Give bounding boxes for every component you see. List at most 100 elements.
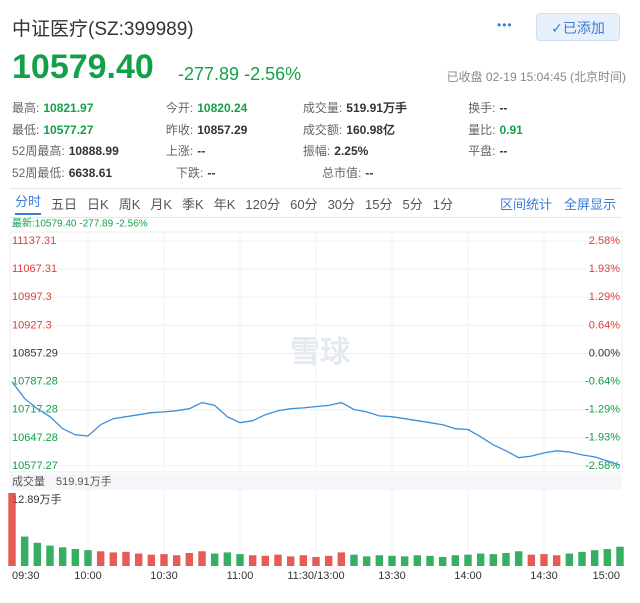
more-button[interactable]: ••• bbox=[497, 18, 513, 32]
stat-value: 10820.24 bbox=[197, 101, 248, 116]
volume-bar bbox=[33, 542, 42, 566]
volume-bar bbox=[84, 550, 92, 566]
volume-bar bbox=[438, 556, 447, 566]
volume-bar bbox=[476, 553, 485, 566]
stat: 换手: -- bbox=[468, 99, 622, 116]
volume-bar bbox=[464, 554, 472, 566]
volume-bar bbox=[590, 550, 599, 566]
stat-label: 今开: bbox=[165, 101, 194, 116]
stat-label: 成交量: bbox=[302, 101, 343, 116]
volume-bar bbox=[451, 555, 460, 566]
stats-row: 52周最低: 6638.61 下跌: -- 总市值: -- bbox=[12, 162, 622, 184]
stat-label: 下跌: bbox=[176, 165, 204, 180]
volume-bar bbox=[20, 536, 29, 566]
volume-bar bbox=[223, 552, 232, 566]
volume-bar bbox=[552, 555, 561, 566]
stat-value: 2.25% bbox=[334, 144, 369, 159]
tab[interactable]: 1分 bbox=[432, 196, 453, 212]
volume-bar bbox=[350, 554, 358, 566]
stat: 成交额: 160.98亿 bbox=[303, 121, 468, 138]
stat-label: 52周最低: bbox=[12, 165, 65, 180]
y-tick-label: 10857.29 bbox=[12, 347, 58, 359]
volume-bar bbox=[388, 555, 396, 566]
stat: 量比: 0.91 bbox=[468, 121, 622, 138]
stats-row: 最低: 10577.27 昨收: 10857.29 成交额: 160.98亿 量比: 0.91 bbox=[12, 119, 622, 141]
volume-bar bbox=[324, 555, 333, 566]
stat: 今开: 10820.24 bbox=[166, 99, 303, 116]
y2-tick-label: -0.64% bbox=[585, 375, 620, 387]
tab[interactable]: 周K bbox=[118, 196, 141, 212]
stat-label: 成交额: bbox=[302, 122, 343, 137]
stat-label: 最高: bbox=[12, 101, 40, 116]
volume-bar bbox=[514, 551, 523, 566]
volume-bar bbox=[502, 552, 510, 566]
stat: 下跌: -- bbox=[176, 164, 322, 181]
volume-header bbox=[10, 474, 622, 490]
tab[interactable]: 30分 bbox=[327, 196, 356, 212]
volume-bar bbox=[413, 555, 422, 566]
x-tick-label: 11:30/13:00 bbox=[287, 570, 344, 582]
tab[interactable]: 年K bbox=[213, 196, 236, 212]
y-tick-label: 10787.28 bbox=[12, 376, 58, 388]
tab[interactable]: 月K bbox=[150, 196, 173, 212]
stat-label: 平盘: bbox=[468, 144, 496, 159]
tab-link[interactable]: 全屏显示 bbox=[563, 196, 616, 212]
volume-bar bbox=[274, 554, 282, 566]
volume-bar bbox=[540, 554, 548, 566]
volume-bar bbox=[8, 493, 16, 566]
follow-button[interactable]: ✓已添加 bbox=[536, 13, 620, 41]
y2-tick-label: 0.00% bbox=[589, 347, 620, 359]
y2-tick-label: -1.93% bbox=[585, 432, 620, 444]
follow-label[interactable]: 已添加 bbox=[562, 20, 605, 36]
tab[interactable]: 日K bbox=[87, 196, 109, 212]
volume-bar bbox=[489, 554, 498, 566]
tab[interactable]: 120分 bbox=[245, 196, 281, 212]
tab[interactable]: 5分 bbox=[402, 196, 423, 212]
stat: 昨收: 10857.29 bbox=[166, 121, 303, 138]
stat-value: 10888.99 bbox=[68, 144, 119, 159]
stat: 52周最高: 10888.99 bbox=[12, 142, 166, 159]
stat-label: 最低: bbox=[12, 122, 40, 137]
volume-bar bbox=[122, 551, 130, 566]
stat: 上涨: -- bbox=[166, 142, 303, 159]
watermark: 雪球 bbox=[290, 336, 351, 369]
stat-value: 10577.27 bbox=[43, 122, 94, 137]
stat-value: -- bbox=[499, 144, 508, 159]
y-tick-label: 10717.28 bbox=[12, 404, 58, 416]
volume-bar bbox=[248, 555, 257, 566]
stat-value: -- bbox=[365, 165, 374, 180]
y-tick-label: 11067.31 bbox=[12, 263, 57, 275]
change-value: -277.89 bbox=[178, 64, 240, 84]
stat: 成交量: 519.91万手 bbox=[303, 99, 468, 116]
volume-bar bbox=[172, 555, 181, 566]
stat: 最低: 10577.27 bbox=[12, 121, 166, 138]
volume-bar bbox=[375, 555, 384, 566]
stat-label: 量比: bbox=[468, 122, 496, 137]
tab[interactable]: 60分 bbox=[290, 196, 318, 212]
y2-tick-label: 1.29% bbox=[589, 291, 620, 303]
tab[interactable]: 15分 bbox=[365, 196, 393, 212]
tabs: 分时 五日 日K 周K 月K 季K 年K 120分 60分 30分 15分 5分 1分 区间统计 全屏显示 bbox=[10, 188, 622, 218]
stat-value: 160.98亿 bbox=[346, 122, 395, 137]
volume-bar bbox=[261, 555, 270, 566]
price: 10579.40 bbox=[12, 48, 154, 86]
stat: 52周最低: 6638.61 bbox=[12, 164, 176, 181]
stat-label: 52周最高: bbox=[12, 144, 65, 159]
y2-tick-label: -1.29% bbox=[585, 404, 620, 416]
stats-row: 52周最高: 10888.99 上涨: -- 振幅: 2.25% 平盘: -- bbox=[12, 140, 622, 162]
volume-bar bbox=[299, 555, 308, 566]
volume-bar bbox=[578, 551, 586, 566]
tab[interactable]: 分时 bbox=[15, 191, 42, 215]
tab[interactable]: 五日 bbox=[51, 196, 78, 212]
tab-link[interactable]: 区间统计 bbox=[499, 196, 552, 212]
y2-tick-label: -2.58% bbox=[585, 460, 620, 472]
volume-bar bbox=[147, 554, 156, 566]
x-tick-label: 11:00 bbox=[227, 570, 254, 582]
volume-bar bbox=[198, 551, 206, 566]
y-tick-label: 10997.3 bbox=[12, 291, 52, 303]
stat: 最高: 10821.97 bbox=[12, 99, 166, 116]
stat-value: -- bbox=[499, 101, 508, 116]
stat-label: 上涨: bbox=[165, 144, 194, 159]
tab[interactable]: 季K bbox=[182, 196, 204, 212]
stat-value: -- bbox=[207, 165, 216, 180]
